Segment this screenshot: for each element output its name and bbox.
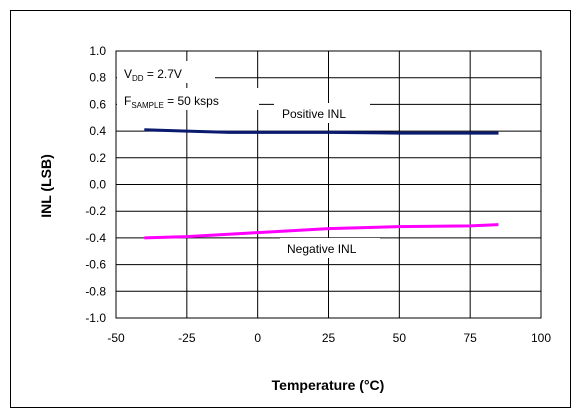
y-tick-label: -0.4 [85,231,106,245]
x-tick-label: 25 [322,331,336,345]
series-layer [144,128,499,240]
positive-label-bg [274,103,370,123]
positive-inl-line [144,128,499,135]
y-tick-label: 0.6 [89,97,106,111]
x-tick-labels: -50 -25 0 25 50 75 100 [107,331,551,345]
y-tick-label: -1.0 [85,311,106,325]
y-tick-label: -0.6 [85,258,106,272]
x-axis-title: Temperature (°C) [272,377,385,393]
x-tick-label: -50 [107,331,125,345]
y-tick-label: 0.2 [89,151,106,165]
x-tick-label: 0 [254,331,261,345]
positive-inl-label: Positive INL [282,107,346,121]
y-tick-label: 0.0 [89,178,106,192]
negative-inl-label: Negative INL [287,242,357,256]
fsample-annotation: FSAMPLE = 50 ksps [124,94,219,110]
y-tick-labels: 1.0 0.8 0.6 0.4 0.2 0.0 -0.2 -0.4 -0.6 -0.8 -1.0 [85,44,106,325]
plot-area [115,50,542,319]
y-tick-label: 0.8 [89,71,106,85]
vdd-annotation-bg [117,61,215,83]
chart-frame [10,10,571,408]
x-tick-label: 100 [531,331,551,345]
y-axis-title: INL (LSB) [38,154,54,218]
x-tick-label: 50 [393,331,407,345]
y-tick-label: 1.0 [89,44,106,58]
negative-inl-line [144,223,499,240]
y-tick-label: -0.2 [85,204,106,218]
y-tick-label: 0.4 [89,124,106,138]
x-tick-label: 75 [463,331,477,345]
y-tick-label: -0.8 [85,284,106,298]
fsample-annotation-bg [117,88,259,110]
negative-label-bg [280,238,380,258]
vdd-annotation: VDD = 2.7V [124,67,182,83]
x-tick-label: -25 [178,331,196,345]
